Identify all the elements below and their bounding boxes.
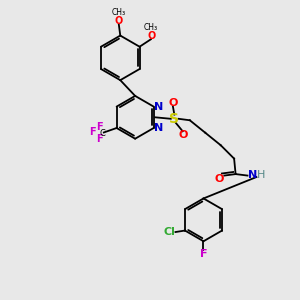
Text: CH₃: CH₃: [144, 23, 158, 32]
Text: O: O: [178, 130, 188, 140]
Text: H: H: [256, 170, 265, 180]
Text: F: F: [96, 134, 103, 144]
Text: O: O: [168, 98, 178, 108]
Text: F: F: [89, 128, 96, 137]
Text: S: S: [169, 112, 179, 126]
Text: C: C: [99, 129, 105, 138]
Text: N: N: [154, 123, 163, 133]
Text: CH₃: CH₃: [111, 8, 126, 17]
Text: F: F: [200, 249, 207, 259]
Text: Cl: Cl: [164, 227, 175, 237]
Text: F: F: [96, 122, 103, 132]
Text: O: O: [114, 16, 123, 26]
Text: N: N: [248, 170, 257, 180]
Text: O: O: [147, 31, 155, 41]
Text: N: N: [154, 102, 163, 112]
Text: O: O: [214, 173, 224, 184]
